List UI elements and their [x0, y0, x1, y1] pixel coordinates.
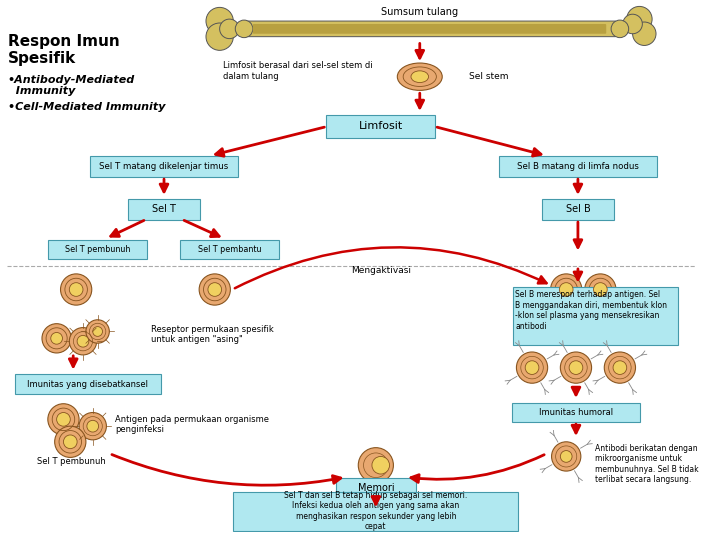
- Text: Memori: Memori: [358, 483, 394, 492]
- Circle shape: [63, 435, 77, 449]
- Circle shape: [199, 274, 230, 305]
- Circle shape: [206, 23, 233, 50]
- Text: Sel stem: Sel stem: [469, 72, 508, 81]
- FancyBboxPatch shape: [179, 240, 279, 259]
- Text: Sel T pembantu: Sel T pembantu: [198, 245, 261, 254]
- Circle shape: [208, 282, 222, 296]
- Circle shape: [593, 282, 607, 296]
- Circle shape: [57, 413, 71, 426]
- Circle shape: [48, 404, 79, 435]
- Text: Sel B merespon terhadap antigen. Sel
B menggandakan diri, membentuk klon
-klon s: Sel B merespon terhadap antigen. Sel B m…: [516, 291, 667, 330]
- Circle shape: [86, 320, 109, 343]
- Circle shape: [235, 20, 253, 38]
- Circle shape: [77, 335, 89, 347]
- FancyBboxPatch shape: [253, 24, 606, 33]
- Text: Sel T matang dikelenjar timus: Sel T matang dikelenjar timus: [99, 162, 229, 171]
- Circle shape: [60, 274, 91, 305]
- FancyBboxPatch shape: [541, 199, 614, 220]
- Circle shape: [372, 456, 390, 474]
- Circle shape: [69, 328, 96, 355]
- Circle shape: [55, 426, 86, 457]
- Ellipse shape: [397, 63, 442, 90]
- FancyBboxPatch shape: [233, 491, 518, 531]
- Text: Limfosit berasal dari sel-sel stem di
dalam tulang: Limfosit berasal dari sel-sel stem di da…: [222, 61, 372, 80]
- Circle shape: [585, 274, 616, 305]
- FancyBboxPatch shape: [326, 115, 436, 138]
- FancyBboxPatch shape: [511, 403, 640, 422]
- FancyBboxPatch shape: [90, 156, 238, 177]
- Circle shape: [559, 282, 573, 296]
- FancyBboxPatch shape: [513, 287, 678, 345]
- Text: Imunitas humoral: Imunitas humoral: [539, 408, 613, 417]
- Circle shape: [569, 361, 582, 374]
- Text: •Antibody-Mediated
  Immunity: •Antibody-Mediated Immunity: [8, 75, 135, 96]
- Circle shape: [633, 22, 656, 45]
- Circle shape: [611, 20, 629, 38]
- Text: Sel T: Sel T: [152, 205, 176, 214]
- Circle shape: [623, 14, 642, 33]
- Circle shape: [613, 361, 626, 374]
- FancyBboxPatch shape: [242, 21, 617, 37]
- Circle shape: [525, 361, 539, 374]
- Circle shape: [220, 19, 239, 39]
- Circle shape: [69, 282, 83, 296]
- FancyBboxPatch shape: [128, 199, 200, 220]
- Text: Antigen pada permukaan organisme
penginfeksi: Antigen pada permukaan organisme penginf…: [115, 415, 269, 434]
- Text: •Cell-Mediated Immunity: •Cell-Mediated Immunity: [8, 102, 166, 112]
- Circle shape: [206, 8, 233, 35]
- FancyBboxPatch shape: [48, 240, 148, 259]
- FancyBboxPatch shape: [14, 374, 161, 394]
- Text: Antibodi berikatan dengan
mikroorganisme untuk
membunuhnya. Sel B tidak
terlibat: Antibodi berikatan dengan mikroorganisme…: [595, 444, 699, 484]
- Text: Sel T pembunuh: Sel T pembunuh: [37, 457, 106, 466]
- Text: Mengaktivasi: Mengaktivasi: [351, 266, 410, 275]
- FancyBboxPatch shape: [499, 156, 657, 177]
- Circle shape: [516, 352, 548, 383]
- Circle shape: [42, 323, 71, 353]
- Text: Sel B: Sel B: [565, 205, 590, 214]
- Text: Imunitas yang disebatkansel: Imunitas yang disebatkansel: [27, 380, 148, 389]
- Circle shape: [359, 448, 393, 483]
- FancyBboxPatch shape: [336, 478, 416, 497]
- Text: Reseptor permukaan spesifik
untuk antigen "asing": Reseptor permukaan spesifik untuk antige…: [151, 325, 274, 344]
- Circle shape: [93, 327, 102, 336]
- Text: Sel T pembunuh: Sel T pembunuh: [65, 245, 130, 254]
- Circle shape: [552, 442, 581, 471]
- Ellipse shape: [411, 71, 428, 83]
- Text: Sel T dan sel B tetap hidup sebagai sel memori.
Infeksi kedua oleh antigen yang : Sel T dan sel B tetap hidup sebagai sel …: [284, 491, 467, 531]
- Text: Sumsum tulang: Sumsum tulang: [381, 7, 459, 17]
- Text: Respon Imun
Spesifik: Respon Imun Spesifik: [8, 33, 120, 66]
- Circle shape: [604, 352, 636, 383]
- Circle shape: [79, 413, 107, 440]
- Text: Limfosit: Limfosit: [359, 122, 403, 131]
- Circle shape: [626, 6, 652, 32]
- Circle shape: [560, 352, 592, 383]
- Circle shape: [560, 450, 572, 462]
- Circle shape: [51, 333, 63, 344]
- Text: Sel B matang di limfa nodus: Sel B matang di limfa nodus: [517, 162, 639, 171]
- Circle shape: [87, 420, 99, 432]
- Circle shape: [551, 274, 582, 305]
